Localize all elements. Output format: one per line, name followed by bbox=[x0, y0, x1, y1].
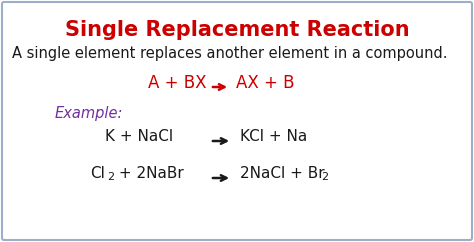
Text: Example:: Example: bbox=[55, 106, 123, 121]
Text: + 2NaBr: + 2NaBr bbox=[114, 166, 184, 181]
Text: Single Replacement Reaction: Single Replacement Reaction bbox=[64, 20, 410, 40]
Text: K + NaCl: K + NaCl bbox=[105, 129, 173, 144]
Text: 2NaCl + Br: 2NaCl + Br bbox=[240, 166, 325, 181]
Text: AX + B: AX + B bbox=[236, 74, 294, 92]
FancyBboxPatch shape bbox=[2, 2, 472, 240]
Text: A + BX: A + BX bbox=[148, 74, 207, 92]
Text: KCl + Na: KCl + Na bbox=[240, 129, 307, 144]
Text: Cl: Cl bbox=[90, 166, 105, 181]
Text: 2: 2 bbox=[321, 172, 328, 182]
Text: 2: 2 bbox=[107, 172, 114, 182]
Text: A single element replaces another element in a compound.: A single element replaces another elemen… bbox=[12, 46, 447, 61]
